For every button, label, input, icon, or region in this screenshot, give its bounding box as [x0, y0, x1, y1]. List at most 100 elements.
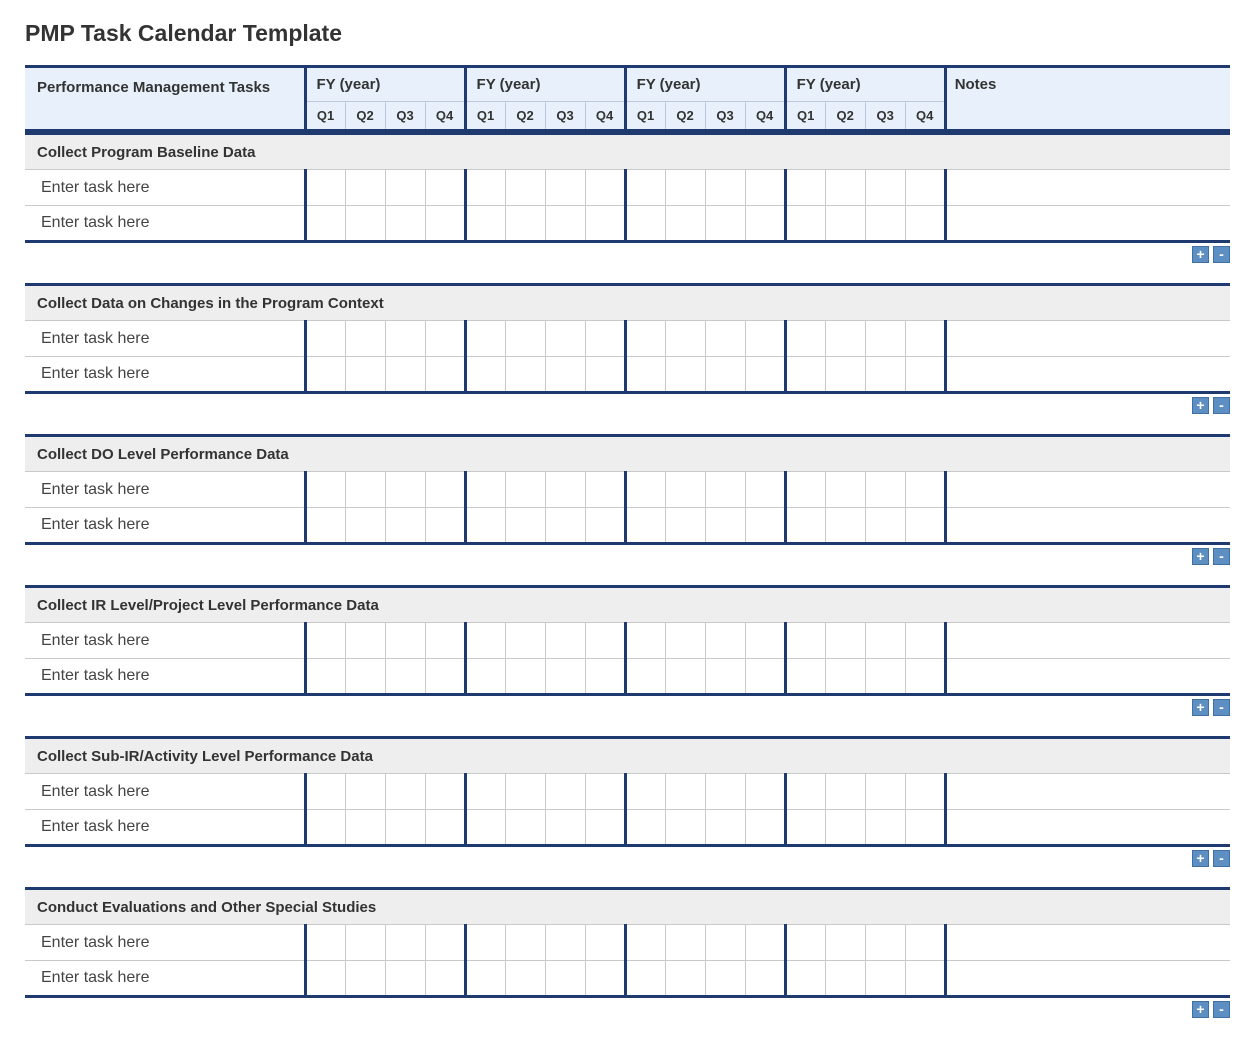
- quarter-cell[interactable]: [305, 321, 345, 357]
- quarter-cell[interactable]: [465, 774, 505, 810]
- quarter-cell[interactable]: [425, 925, 465, 961]
- quarter-cell[interactable]: [705, 206, 745, 242]
- quarter-cell[interactable]: [465, 206, 505, 242]
- quarter-cell[interactable]: [665, 659, 705, 695]
- quarter-cell[interactable]: [705, 321, 745, 357]
- quarter-cell[interactable]: [665, 810, 705, 846]
- quarter-cell[interactable]: [905, 925, 945, 961]
- quarter-cell[interactable]: [585, 508, 625, 544]
- quarter-cell[interactable]: [345, 472, 385, 508]
- quarter-cell[interactable]: [465, 170, 505, 206]
- quarter-cell[interactable]: [665, 623, 705, 659]
- quarter-cell[interactable]: [665, 961, 705, 997]
- quarter-cell[interactable]: [865, 472, 905, 508]
- quarter-cell[interactable]: [745, 508, 785, 544]
- quarter-cell[interactable]: [785, 170, 825, 206]
- quarter-cell[interactable]: [865, 961, 905, 997]
- quarter-cell[interactable]: [625, 774, 665, 810]
- quarter-cell[interactable]: [705, 659, 745, 695]
- quarter-cell[interactable]: [705, 961, 745, 997]
- quarter-cell[interactable]: [905, 810, 945, 846]
- quarter-cell[interactable]: [545, 659, 585, 695]
- add-row-button[interactable]: +: [1192, 699, 1209, 716]
- quarter-cell[interactable]: [585, 170, 625, 206]
- quarter-cell[interactable]: [385, 357, 425, 393]
- quarter-cell[interactable]: [865, 321, 905, 357]
- task-cell[interactable]: Enter task here: [25, 321, 305, 357]
- quarter-cell[interactable]: [585, 206, 625, 242]
- task-cell[interactable]: Enter task here: [25, 170, 305, 206]
- quarter-cell[interactable]: [385, 472, 425, 508]
- quarter-cell[interactable]: [305, 508, 345, 544]
- quarter-cell[interactable]: [785, 961, 825, 997]
- add-row-button[interactable]: +: [1192, 1001, 1209, 1018]
- quarter-cell[interactable]: [745, 810, 785, 846]
- quarter-cell[interactable]: [505, 170, 545, 206]
- quarter-cell[interactable]: [705, 774, 745, 810]
- quarter-cell[interactable]: [745, 472, 785, 508]
- quarter-cell[interactable]: [905, 321, 945, 357]
- quarter-cell[interactable]: [425, 774, 465, 810]
- quarter-cell[interactable]: [625, 623, 665, 659]
- task-cell[interactable]: Enter task here: [25, 508, 305, 544]
- quarter-cell[interactable]: [625, 357, 665, 393]
- quarter-cell[interactable]: [505, 357, 545, 393]
- remove-row-button[interactable]: -: [1213, 699, 1230, 716]
- task-cell[interactable]: Enter task here: [25, 623, 305, 659]
- quarter-cell[interactable]: [385, 508, 425, 544]
- quarter-cell[interactable]: [345, 321, 385, 357]
- quarter-cell[interactable]: [585, 472, 625, 508]
- quarter-cell[interactable]: [385, 961, 425, 997]
- quarter-cell[interactable]: [625, 321, 665, 357]
- quarter-cell[interactable]: [545, 774, 585, 810]
- quarter-cell[interactable]: [505, 206, 545, 242]
- task-cell[interactable]: Enter task here: [25, 357, 305, 393]
- quarter-cell[interactable]: [905, 961, 945, 997]
- notes-cell[interactable]: [945, 925, 1230, 961]
- quarter-cell[interactable]: [705, 472, 745, 508]
- quarter-cell[interactable]: [665, 774, 705, 810]
- quarter-cell[interactable]: [665, 472, 705, 508]
- quarter-cell[interactable]: [745, 206, 785, 242]
- quarter-cell[interactable]: [505, 774, 545, 810]
- notes-cell[interactable]: [945, 810, 1230, 846]
- task-cell[interactable]: Enter task here: [25, 774, 305, 810]
- quarter-cell[interactable]: [585, 925, 625, 961]
- quarter-cell[interactable]: [785, 357, 825, 393]
- quarter-cell[interactable]: [745, 170, 785, 206]
- notes-cell[interactable]: [945, 472, 1230, 508]
- quarter-cell[interactable]: [345, 357, 385, 393]
- remove-row-button[interactable]: -: [1213, 548, 1230, 565]
- quarter-cell[interactable]: [425, 357, 465, 393]
- quarter-cell[interactable]: [745, 774, 785, 810]
- quarter-cell[interactable]: [585, 810, 625, 846]
- notes-cell[interactable]: [945, 961, 1230, 997]
- quarter-cell[interactable]: [865, 508, 905, 544]
- quarter-cell[interactable]: [705, 925, 745, 961]
- task-cell[interactable]: Enter task here: [25, 472, 305, 508]
- quarter-cell[interactable]: [465, 623, 505, 659]
- quarter-cell[interactable]: [745, 659, 785, 695]
- quarter-cell[interactable]: [305, 925, 345, 961]
- quarter-cell[interactable]: [505, 623, 545, 659]
- quarter-cell[interactable]: [705, 623, 745, 659]
- notes-cell[interactable]: [945, 206, 1230, 242]
- quarter-cell[interactable]: [625, 206, 665, 242]
- notes-cell[interactable]: [945, 659, 1230, 695]
- quarter-cell[interactable]: [745, 925, 785, 961]
- quarter-cell[interactable]: [905, 472, 945, 508]
- notes-cell[interactable]: [945, 357, 1230, 393]
- quarter-cell[interactable]: [345, 508, 385, 544]
- quarter-cell[interactable]: [705, 810, 745, 846]
- task-cell[interactable]: Enter task here: [25, 206, 305, 242]
- quarter-cell[interactable]: [465, 659, 505, 695]
- add-row-button[interactable]: +: [1192, 397, 1209, 414]
- quarter-cell[interactable]: [545, 321, 585, 357]
- quarter-cell[interactable]: [385, 774, 425, 810]
- quarter-cell[interactable]: [425, 623, 465, 659]
- quarter-cell[interactable]: [305, 623, 345, 659]
- quarter-cell[interactable]: [385, 623, 425, 659]
- quarter-cell[interactable]: [505, 508, 545, 544]
- quarter-cell[interactable]: [305, 170, 345, 206]
- quarter-cell[interactable]: [425, 659, 465, 695]
